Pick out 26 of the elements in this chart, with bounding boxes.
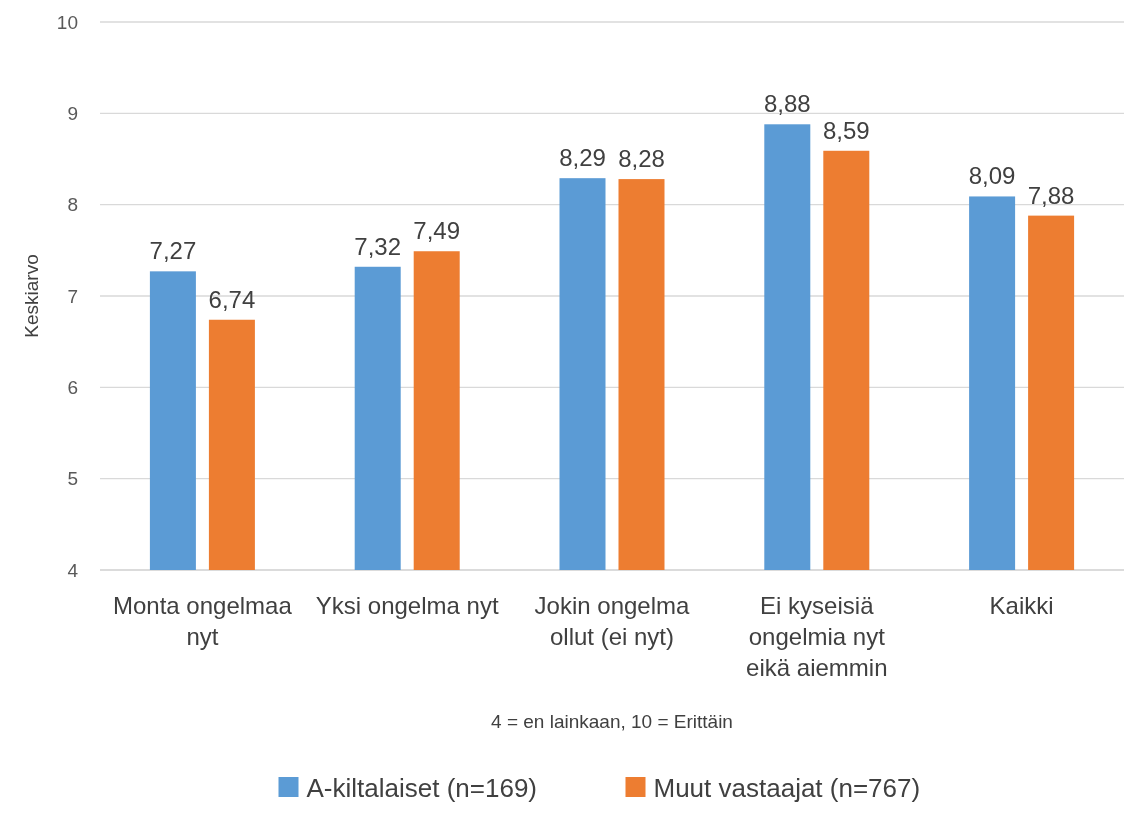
legend-label: Muut vastaajat (n=767) xyxy=(653,773,921,803)
y-axis-title: Keskiarvo xyxy=(21,254,42,338)
y-tick-label: 7 xyxy=(67,285,78,307)
y-tick-label: 4 xyxy=(67,559,79,581)
y-tick-label: 8 xyxy=(67,194,78,216)
x-tick-label: Kaikki xyxy=(989,592,1054,619)
y-tick-label: 9 xyxy=(67,102,78,124)
x-tick-label: Monta ongelmaa nyt xyxy=(113,592,293,650)
y-tick-label: 10 xyxy=(56,11,78,33)
data-label: 8,88 xyxy=(763,90,811,118)
y-tick-label: 5 xyxy=(67,468,78,490)
y-tick-label: 6 xyxy=(67,376,78,398)
data-label: 8,59 xyxy=(822,116,870,144)
x-tick-label: Ei kyseisiä ongelmia nyt eikä aiemmin xyxy=(746,592,888,681)
data-label: 8,28 xyxy=(618,145,665,173)
x-tick-label: Yksi ongelma nyt xyxy=(315,592,499,619)
data-label: 8,09 xyxy=(968,162,1016,190)
data-label: 7,32 xyxy=(354,232,402,260)
x-tick-label: Jokin ongelma ollut (ei nyt) xyxy=(534,592,691,650)
data-label: 6,74 xyxy=(208,285,256,313)
x-axis-title: 4 = en lainkaan, 10 = Erittäin xyxy=(491,711,733,732)
legend-label: A-kiltalaiset (n=169) xyxy=(306,773,537,803)
data-label: 7,49 xyxy=(413,217,461,245)
data-label: 8,29 xyxy=(559,144,606,172)
data-label: 7,88 xyxy=(1027,181,1075,209)
data-label: 7,27 xyxy=(149,237,197,265)
